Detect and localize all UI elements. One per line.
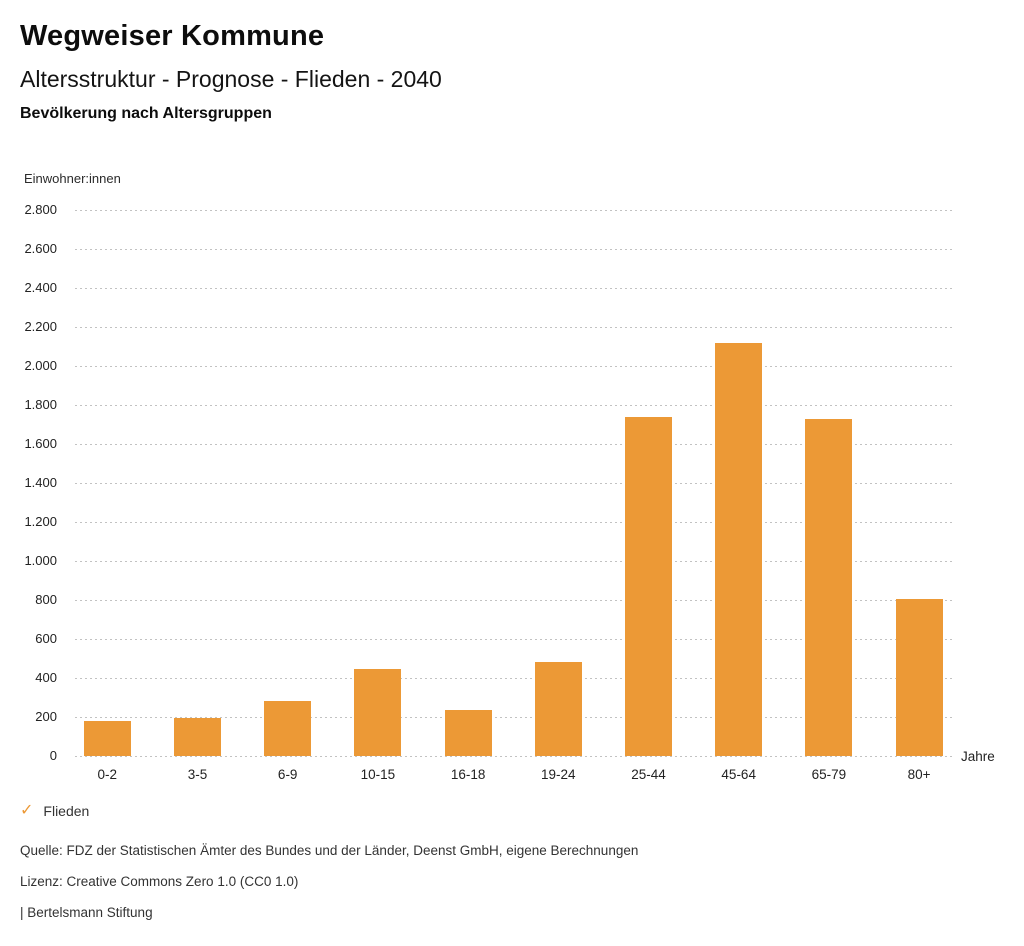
chart-section-title: Bevölkerung nach Altersgruppen — [20, 105, 272, 122]
plot-area: Jahre 0 200 400 600 800 1.000 1.200 1.400 1.600 1… — [24, 202, 994, 782]
y-tick-label-1.000: 1.000 — [24, 553, 57, 568]
gridline-0 — [75, 755, 955, 757]
chart-bar-10-15[interactable] — [354, 669, 402, 756]
gridline-2.600 — [75, 248, 955, 250]
gridline-800 — [75, 599, 955, 601]
x-tick-label-0-2: 0-2 — [97, 767, 118, 782]
x-tick-label-3-5: 3-5 — [187, 767, 208, 782]
check-icon: ✓ — [20, 802, 34, 819]
x-tick-label-45-64: 45-64 — [721, 767, 756, 782]
y-tick-label-400: 400 — [35, 670, 57, 685]
chart-bar-25-44[interactable] — [625, 416, 672, 756]
gridline-1.800 — [75, 404, 955, 406]
gridline-200 — [75, 716, 955, 718]
gridline-600 — [75, 638, 955, 640]
y-tick-label-200: 200 — [35, 709, 57, 724]
y-axis-title: Einwohner:innen — [24, 171, 121, 186]
footer-license: Lizenz: Creative Commons Zero 1.0 (CC0 1… — [20, 874, 299, 889]
footer-attribution: | Bertelsmann Stiftung — [20, 905, 153, 920]
y-tick-label-800: 800 — [35, 592, 57, 607]
x-tick-label-16-18: 16-18 — [450, 767, 486, 782]
chart-bar-80+[interactable] — [895, 599, 943, 756]
x-tick-label-65-79: 65-79 — [811, 767, 847, 782]
legend-item-flieden[interactable]: ✓ Flieden — [20, 802, 89, 820]
y-tick-label-2.600: 2.600 — [24, 241, 57, 256]
x-tick-label-6-9: 6-9 — [277, 767, 298, 782]
x-tick-label-80+: 80+ — [907, 767, 931, 782]
y-tick-label-1.400: 1.400 — [24, 475, 57, 490]
gridline-2.200 — [75, 326, 955, 328]
y-tick-label-2.200: 2.200 — [24, 319, 57, 334]
gridline-1.200 — [75, 521, 955, 523]
y-tick-label-2.000: 2.000 — [24, 358, 57, 373]
page-title: Wegweiser Kommune — [20, 20, 325, 52]
y-tick-label-0: 0 — [49, 748, 57, 763]
x-tick-label-10-15: 10-15 — [360, 767, 396, 782]
gridline-1.000 — [75, 560, 955, 562]
chart-bar-6-9[interactable] — [264, 701, 312, 756]
gridline-2.000 — [75, 365, 955, 367]
chart-subtitle: Altersstruktur - Prognose - Flieden - 20… — [20, 66, 442, 92]
gridline-2.400 — [75, 287, 955, 289]
gridline-1.400 — [75, 482, 955, 484]
y-tick-label-2.400: 2.400 — [24, 280, 57, 295]
chart-bar-65-79[interactable] — [805, 418, 853, 756]
footer-source: Quelle: FDZ der Statistischen Ämter des … — [20, 843, 639, 858]
x-tick-label-25-44: 25-44 — [631, 767, 666, 782]
gridline-2.800 — [75, 209, 955, 211]
chart-bar-45-64[interactable] — [715, 342, 763, 756]
gridline-1.600 — [75, 443, 955, 445]
chart-bar-3-5[interactable] — [174, 717, 221, 756]
y-tick-label-1.800: 1.800 — [24, 397, 57, 412]
y-tick-label-1.200: 1.200 — [24, 514, 57, 529]
y-tick-label-2.800: 2.800 — [24, 202, 57, 217]
chart-bar-0-2[interactable] — [83, 720, 131, 756]
x-tick-label-19-24: 19-24 — [541, 767, 576, 782]
x-axis-title: Jahre — [961, 749, 995, 764]
gridline-400 — [75, 677, 955, 679]
chart-bar-19-24[interactable] — [534, 662, 582, 756]
legend-label: Flieden — [43, 803, 90, 819]
chart-bar-16-18[interactable] — [444, 710, 492, 756]
y-tick-label-1.600: 1.600 — [24, 436, 57, 451]
y-tick-label-600: 600 — [35, 631, 57, 646]
